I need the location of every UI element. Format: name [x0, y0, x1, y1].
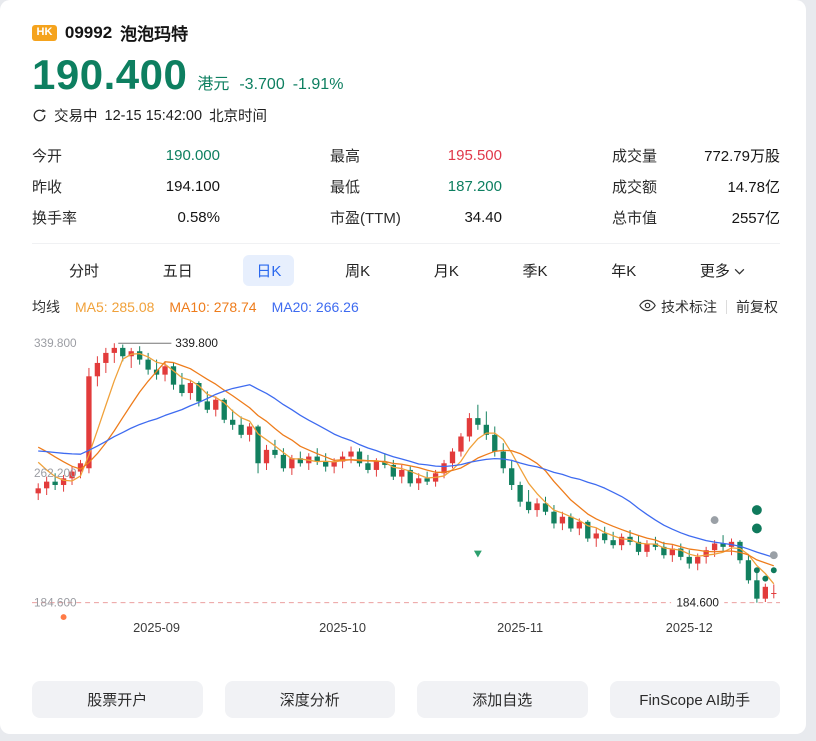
technical-annotation-toggle[interactable]: 技术标注 — [639, 297, 717, 317]
kline-chart-svg: 339.800 262.200 184.600 339.800 184.600 2025-… — [32, 336, 780, 635]
svg-text:2025-09: 2025-09 — [133, 620, 180, 635]
ma5-value: MA5: 285.08 — [75, 299, 155, 316]
stat-low: 最低 187.200 — [330, 178, 502, 197]
deep-analysis-button[interactable]: 深度分析 — [224, 681, 395, 718]
ai-assistant-button[interactable]: FinScope AI助手 — [609, 681, 780, 718]
svg-text:2025-10: 2025-10 — [319, 620, 366, 635]
tab-weekly-k[interactable]: 周K — [345, 263, 371, 281]
quote-datetime: 12-15 15:42:00 — [104, 107, 203, 124]
ma-values: 均线 MA5: 285.08 MA10: 278.74 MA20: 266.26 — [32, 297, 359, 317]
market-badge: HK — [32, 24, 57, 41]
svg-text:184.600: 184.600 — [676, 596, 719, 610]
refresh-icon[interactable] — [32, 108, 47, 123]
stat-pe-ttm: 市盈(TTM) 34.40 — [330, 209, 502, 228]
ma-title: 均线 — [32, 299, 60, 316]
svg-text:2025-12: 2025-12 — [666, 620, 713, 635]
price-change: -3.700 -1.91% — [239, 76, 343, 94]
stat-turnover-rate: 换手率 0.58% — [32, 209, 220, 228]
divider — [726, 300, 727, 315]
period-tabs: 分时 五日 日K 周K 月K 季K 年K 更多 — [32, 244, 780, 293]
stat-open: 今开 190.000 — [32, 147, 220, 166]
stat-volume: 成交量 772.79万股 — [612, 148, 780, 166]
change-value: -3.700 — [239, 76, 285, 93]
tab-yearly-k[interactable]: 年K — [611, 263, 637, 281]
stats-grid: 今开 190.000 最高 195.500 成交量 772.79万股 昨收 19… — [32, 140, 780, 245]
eye-icon — [639, 299, 656, 315]
svg-text:262.200: 262.200 — [34, 466, 77, 480]
stock-detail-card: HK 09992 泡泡玛特 190.400 港元 -3.700 -1.91% 交… — [0, 0, 806, 734]
tab-five-day[interactable]: 五日 — [162, 263, 193, 281]
stock-header: HK 09992 泡泡玛特 — [32, 20, 780, 45]
currency-label: 港元 — [197, 76, 230, 93]
chart-tools: 技术标注 前复权 — [639, 297, 778, 317]
stat-high: 最高 195.500 — [330, 147, 502, 166]
svg-text:2025-11: 2025-11 — [497, 620, 543, 635]
open-account-button[interactable]: 股票开户 — [32, 681, 203, 718]
timezone-label: 北京时间 — [209, 109, 268, 126]
ma10-value: MA10: 278.74 — [169, 299, 257, 316]
tab-quarterly-k[interactable]: 季K — [522, 263, 548, 281]
footer-actions: 股票开户 深度分析 添加自选 FinScope AI助手 — [32, 681, 780, 718]
current-price: 190.400 — [32, 51, 188, 98]
ma-indicator-bar: 均线 MA5: 285.08 MA10: 278.74 MA20: 266.26… — [32, 297, 780, 317]
stock-name: 泡泡玛特 — [120, 25, 189, 44]
adjust-mode-button[interactable]: 前复权 — [736, 299, 778, 316]
ma20-value: MA20: 266.26 — [271, 299, 359, 316]
trading-status: 交易中 — [54, 109, 98, 126]
svg-text:339.800: 339.800 — [34, 336, 77, 350]
svg-text:339.800: 339.800 — [175, 336, 218, 350]
tab-monthly-k[interactable]: 月K — [433, 263, 459, 281]
stat-market-cap: 总市值 2557亿 — [612, 210, 780, 228]
tab-time-share[interactable]: 分时 — [69, 263, 100, 281]
market-status-row: 交易中 12-15 15:42:00 北京时间 — [32, 105, 780, 126]
tab-more[interactable]: 更多 — [687, 255, 758, 286]
price-row: 190.400 港元 -3.700 -1.91% — [32, 51, 780, 98]
stat-prev-close: 昨收 194.100 — [32, 178, 220, 197]
add-watchlist-button[interactable]: 添加自选 — [417, 681, 588, 718]
kline-chart[interactable]: 339.800 262.200 184.600 339.800 184.600 2025-… — [32, 323, 780, 640]
svg-text:184.600: 184.600 — [34, 596, 77, 610]
stat-amount: 成交额 14.78亿 — [612, 179, 780, 197]
tab-daily-k[interactable]: 日K — [243, 255, 295, 287]
chevron-down-icon — [734, 262, 745, 279]
change-percent: -1.91% — [292, 76, 344, 93]
stock-code: 09992 — [64, 22, 113, 42]
